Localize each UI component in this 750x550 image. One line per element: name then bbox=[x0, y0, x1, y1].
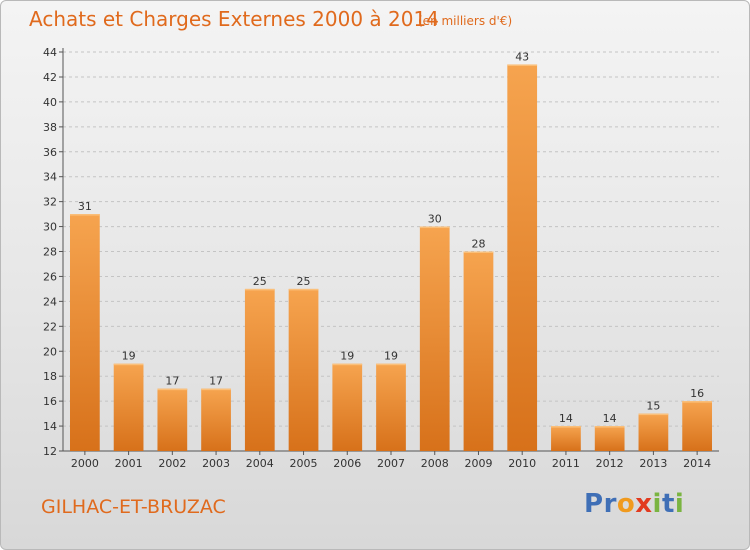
bar-2005 bbox=[288, 288, 319, 451]
bar-highlight bbox=[551, 426, 581, 428]
bar-highlight bbox=[201, 388, 231, 391]
logo-letter: o bbox=[616, 489, 636, 519]
x-tick-label: 2000 bbox=[71, 457, 99, 470]
data-label: 16 bbox=[690, 387, 704, 400]
data-label: 43 bbox=[515, 50, 529, 63]
x-tick-label: 2004 bbox=[246, 457, 274, 470]
bar-highlight bbox=[507, 64, 538, 66]
y-tick-label: 34 bbox=[43, 171, 57, 184]
data-label: 14 bbox=[559, 412, 573, 425]
bar-highlight bbox=[157, 388, 188, 391]
y-tick-label: 22 bbox=[43, 320, 57, 333]
data-label: 15 bbox=[646, 400, 660, 413]
data-label: 19 bbox=[384, 350, 398, 363]
y-tick-label: 30 bbox=[43, 221, 57, 234]
x-tick-label: 2001 bbox=[115, 457, 143, 470]
x-tick-label: 2005 bbox=[290, 457, 318, 470]
data-label: 25 bbox=[253, 275, 267, 288]
bar-2007 bbox=[376, 363, 406, 451]
bar-2014 bbox=[682, 401, 713, 451]
chart-title: Achats et Charges Externes 2000 à 2014 bbox=[29, 7, 439, 31]
x-tick-label: 2012 bbox=[596, 457, 624, 470]
x-tick-label: 2008 bbox=[421, 457, 449, 470]
logo-letter: x bbox=[635, 489, 653, 519]
y-tick-label: 40 bbox=[43, 96, 57, 109]
y-tick-label: 38 bbox=[43, 121, 57, 134]
commune-name: GILHAC-ET-BRUZAC bbox=[41, 496, 226, 518]
logo-letter: i bbox=[652, 489, 662, 519]
x-tick-label: 2006 bbox=[333, 457, 361, 470]
y-tick-label: 12 bbox=[43, 445, 57, 458]
bar-highlight bbox=[463, 251, 494, 253]
x-tick-label: 2011 bbox=[552, 457, 580, 470]
data-labels: 31 19 17 17 25 25 19 19 30 28 43 14 14 15 16 bbox=[78, 50, 704, 425]
axes: 12 14 16 18 20 22 24 26 28 30 32 34 36 38 40 42 44 2000 20… bbox=[43, 46, 719, 470]
bar-2003 bbox=[201, 388, 231, 451]
y-tick-label: 16 bbox=[43, 395, 57, 408]
bars bbox=[69, 64, 713, 451]
x-tick-label: 2007 bbox=[377, 457, 405, 470]
bar-2010 bbox=[507, 64, 538, 451]
proxiti-logo: Proxiti bbox=[584, 489, 684, 519]
data-label: 19 bbox=[340, 350, 354, 363]
bar-2011 bbox=[551, 426, 581, 451]
x-tick-label: 2003 bbox=[202, 457, 230, 470]
data-label: 17 bbox=[165, 375, 179, 388]
bar-highlight bbox=[288, 288, 319, 291]
chart-subtitle: (en milliers d'€) bbox=[418, 14, 513, 28]
y-tick-label: 36 bbox=[43, 146, 57, 159]
data-label: 19 bbox=[122, 350, 136, 363]
x-tick-label: 2014 bbox=[683, 457, 711, 470]
bar-highlight bbox=[638, 413, 669, 416]
bar-2008 bbox=[419, 226, 450, 451]
y-tick-label: 28 bbox=[43, 246, 57, 259]
bar-2012 bbox=[594, 426, 625, 451]
data-label: 25 bbox=[297, 275, 311, 288]
bar-highlight bbox=[682, 401, 713, 403]
logo-letter: P bbox=[584, 489, 604, 519]
logo-letter: r bbox=[603, 489, 617, 519]
bar-highlight bbox=[376, 363, 406, 366]
bar-2013 bbox=[638, 413, 669, 451]
y-tick-label: 24 bbox=[43, 295, 57, 308]
bar-highlight bbox=[244, 288, 275, 291]
data-label: 14 bbox=[603, 412, 617, 425]
y-tick-label: 26 bbox=[43, 270, 57, 283]
bar-highlight bbox=[594, 426, 625, 428]
y-tick-label: 14 bbox=[43, 420, 57, 433]
bar-2001 bbox=[113, 363, 144, 451]
bar-2004 bbox=[244, 288, 275, 451]
logo-letter: i bbox=[674, 489, 685, 519]
y-tick-label: 44 bbox=[43, 46, 57, 59]
bar-2009 bbox=[463, 251, 494, 451]
x-tick-label: 2002 bbox=[158, 457, 186, 470]
x-tick-label: 2009 bbox=[464, 457, 492, 470]
x-tick-label: 2010 bbox=[508, 457, 536, 470]
bar-highlight bbox=[419, 226, 450, 229]
data-label: 31 bbox=[78, 200, 92, 213]
logo-letter: t bbox=[661, 489, 675, 519]
x-tick-label: 2013 bbox=[639, 457, 667, 470]
bar-2002 bbox=[157, 388, 188, 451]
y-tick-label: 18 bbox=[43, 370, 57, 383]
y-tick-label: 42 bbox=[43, 71, 57, 84]
bar-2000 bbox=[69, 214, 100, 451]
data-label: 17 bbox=[209, 375, 223, 388]
bar-highlight bbox=[332, 363, 363, 366]
data-label: 28 bbox=[471, 238, 485, 251]
bar-2006 bbox=[332, 363, 363, 451]
bar-highlight bbox=[69, 214, 100, 216]
y-tick-label: 20 bbox=[43, 345, 57, 358]
bar-highlight bbox=[113, 363, 144, 366]
data-label: 30 bbox=[428, 213, 442, 226]
y-tick-label: 32 bbox=[43, 196, 57, 209]
